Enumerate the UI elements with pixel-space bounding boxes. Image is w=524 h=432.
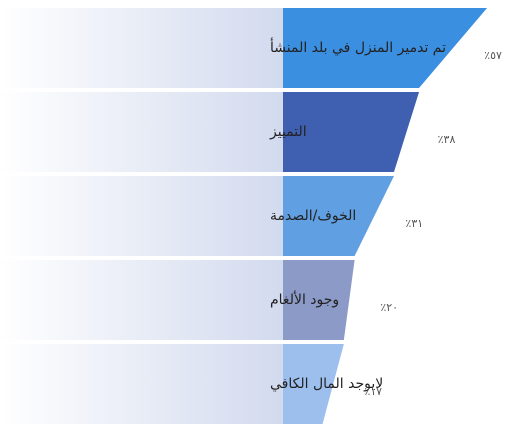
value-label: ٪٥٧ (484, 49, 502, 62)
label-band (0, 344, 283, 424)
value-label: ٪٣١ (405, 217, 423, 230)
category-label: التمييز (269, 124, 307, 140)
funnel-segment (283, 8, 488, 88)
category-label: لايوجد المال الكافي (270, 376, 383, 392)
label-band (0, 8, 283, 88)
funnel-segment (283, 344, 344, 424)
label-band (0, 92, 283, 172)
funnel-segment (283, 176, 394, 256)
category-label: تم تدمير المنزل في بلد المنشأ (270, 37, 446, 56)
category-label: الخوف/الصدمة (270, 208, 356, 224)
label-band (0, 176, 283, 256)
value-label: ٪١٧ (364, 385, 382, 398)
category-label: وجود الألغام (270, 290, 339, 308)
label-band (0, 260, 283, 340)
funnel-segment (283, 92, 420, 172)
funnel-segment (283, 260, 355, 340)
value-label: ٪٣٨ (438, 133, 456, 146)
value-label: ٪٢٠ (380, 301, 398, 314)
